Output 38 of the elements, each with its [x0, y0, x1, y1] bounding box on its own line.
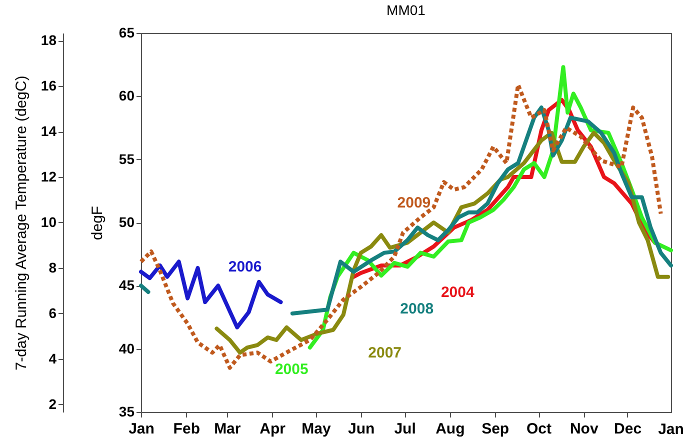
text: 2007 — [368, 344, 402, 362]
y-tick-label: 55 — [118, 150, 135, 167]
x-tick-label: Jul — [394, 420, 416, 438]
x-tick-label: Mar — [214, 420, 241, 438]
x-tick-label: Nov — [570, 420, 599, 438]
line-series — [139, 260, 283, 330]
y2-tick-label: 4 — [48, 350, 57, 366]
x-tick-label: May — [302, 420, 332, 438]
y2-tick-label: 14 — [40, 123, 57, 140]
y2-tick-label: 8 — [48, 260, 57, 276]
y-tick-label: 65 — [118, 24, 135, 40]
x-tick-label: Oct — [526, 420, 552, 438]
y2-tick-label: 16 — [40, 78, 57, 94]
x-tick-label: Jun — [348, 420, 375, 438]
series-label: 2009 — [397, 194, 431, 212]
x-tick-label: Aug — [436, 420, 465, 438]
x-tick-label: Dec — [614, 420, 642, 438]
y2-tick-label: 18 — [40, 32, 57, 48]
series-label: 2006 — [228, 258, 262, 276]
x-tick-label: Sep — [482, 420, 510, 438]
x-tick-label: Apr — [260, 420, 286, 438]
y-tick-label: 35 — [118, 404, 135, 420]
y2-tick-label: 10 — [40, 214, 57, 230]
y2-tick-label: 2 — [48, 396, 57, 412]
y-tick-label: 50 — [118, 214, 135, 230]
x-tick-label: Jan — [128, 420, 154, 438]
x-tick-label: Feb — [173, 420, 200, 438]
y2-tick-label: 12 — [40, 168, 57, 184]
chart-title: MM01 — [386, 2, 426, 18]
text: 2008 — [400, 300, 434, 318]
y-tick-label: 40 — [118, 340, 135, 356]
y-tick-label: 45 — [118, 277, 135, 294]
y-axis-title: degF — [88, 206, 106, 240]
y2-tick-label: 6 — [48, 304, 57, 321]
series-label: 2005 — [274, 361, 308, 378]
y-tick-label: 60 — [118, 88, 135, 104]
y2-axis-title: 7-day Running Average Temperature (degC) — [12, 76, 30, 370]
text: 2004 — [440, 284, 475, 301]
